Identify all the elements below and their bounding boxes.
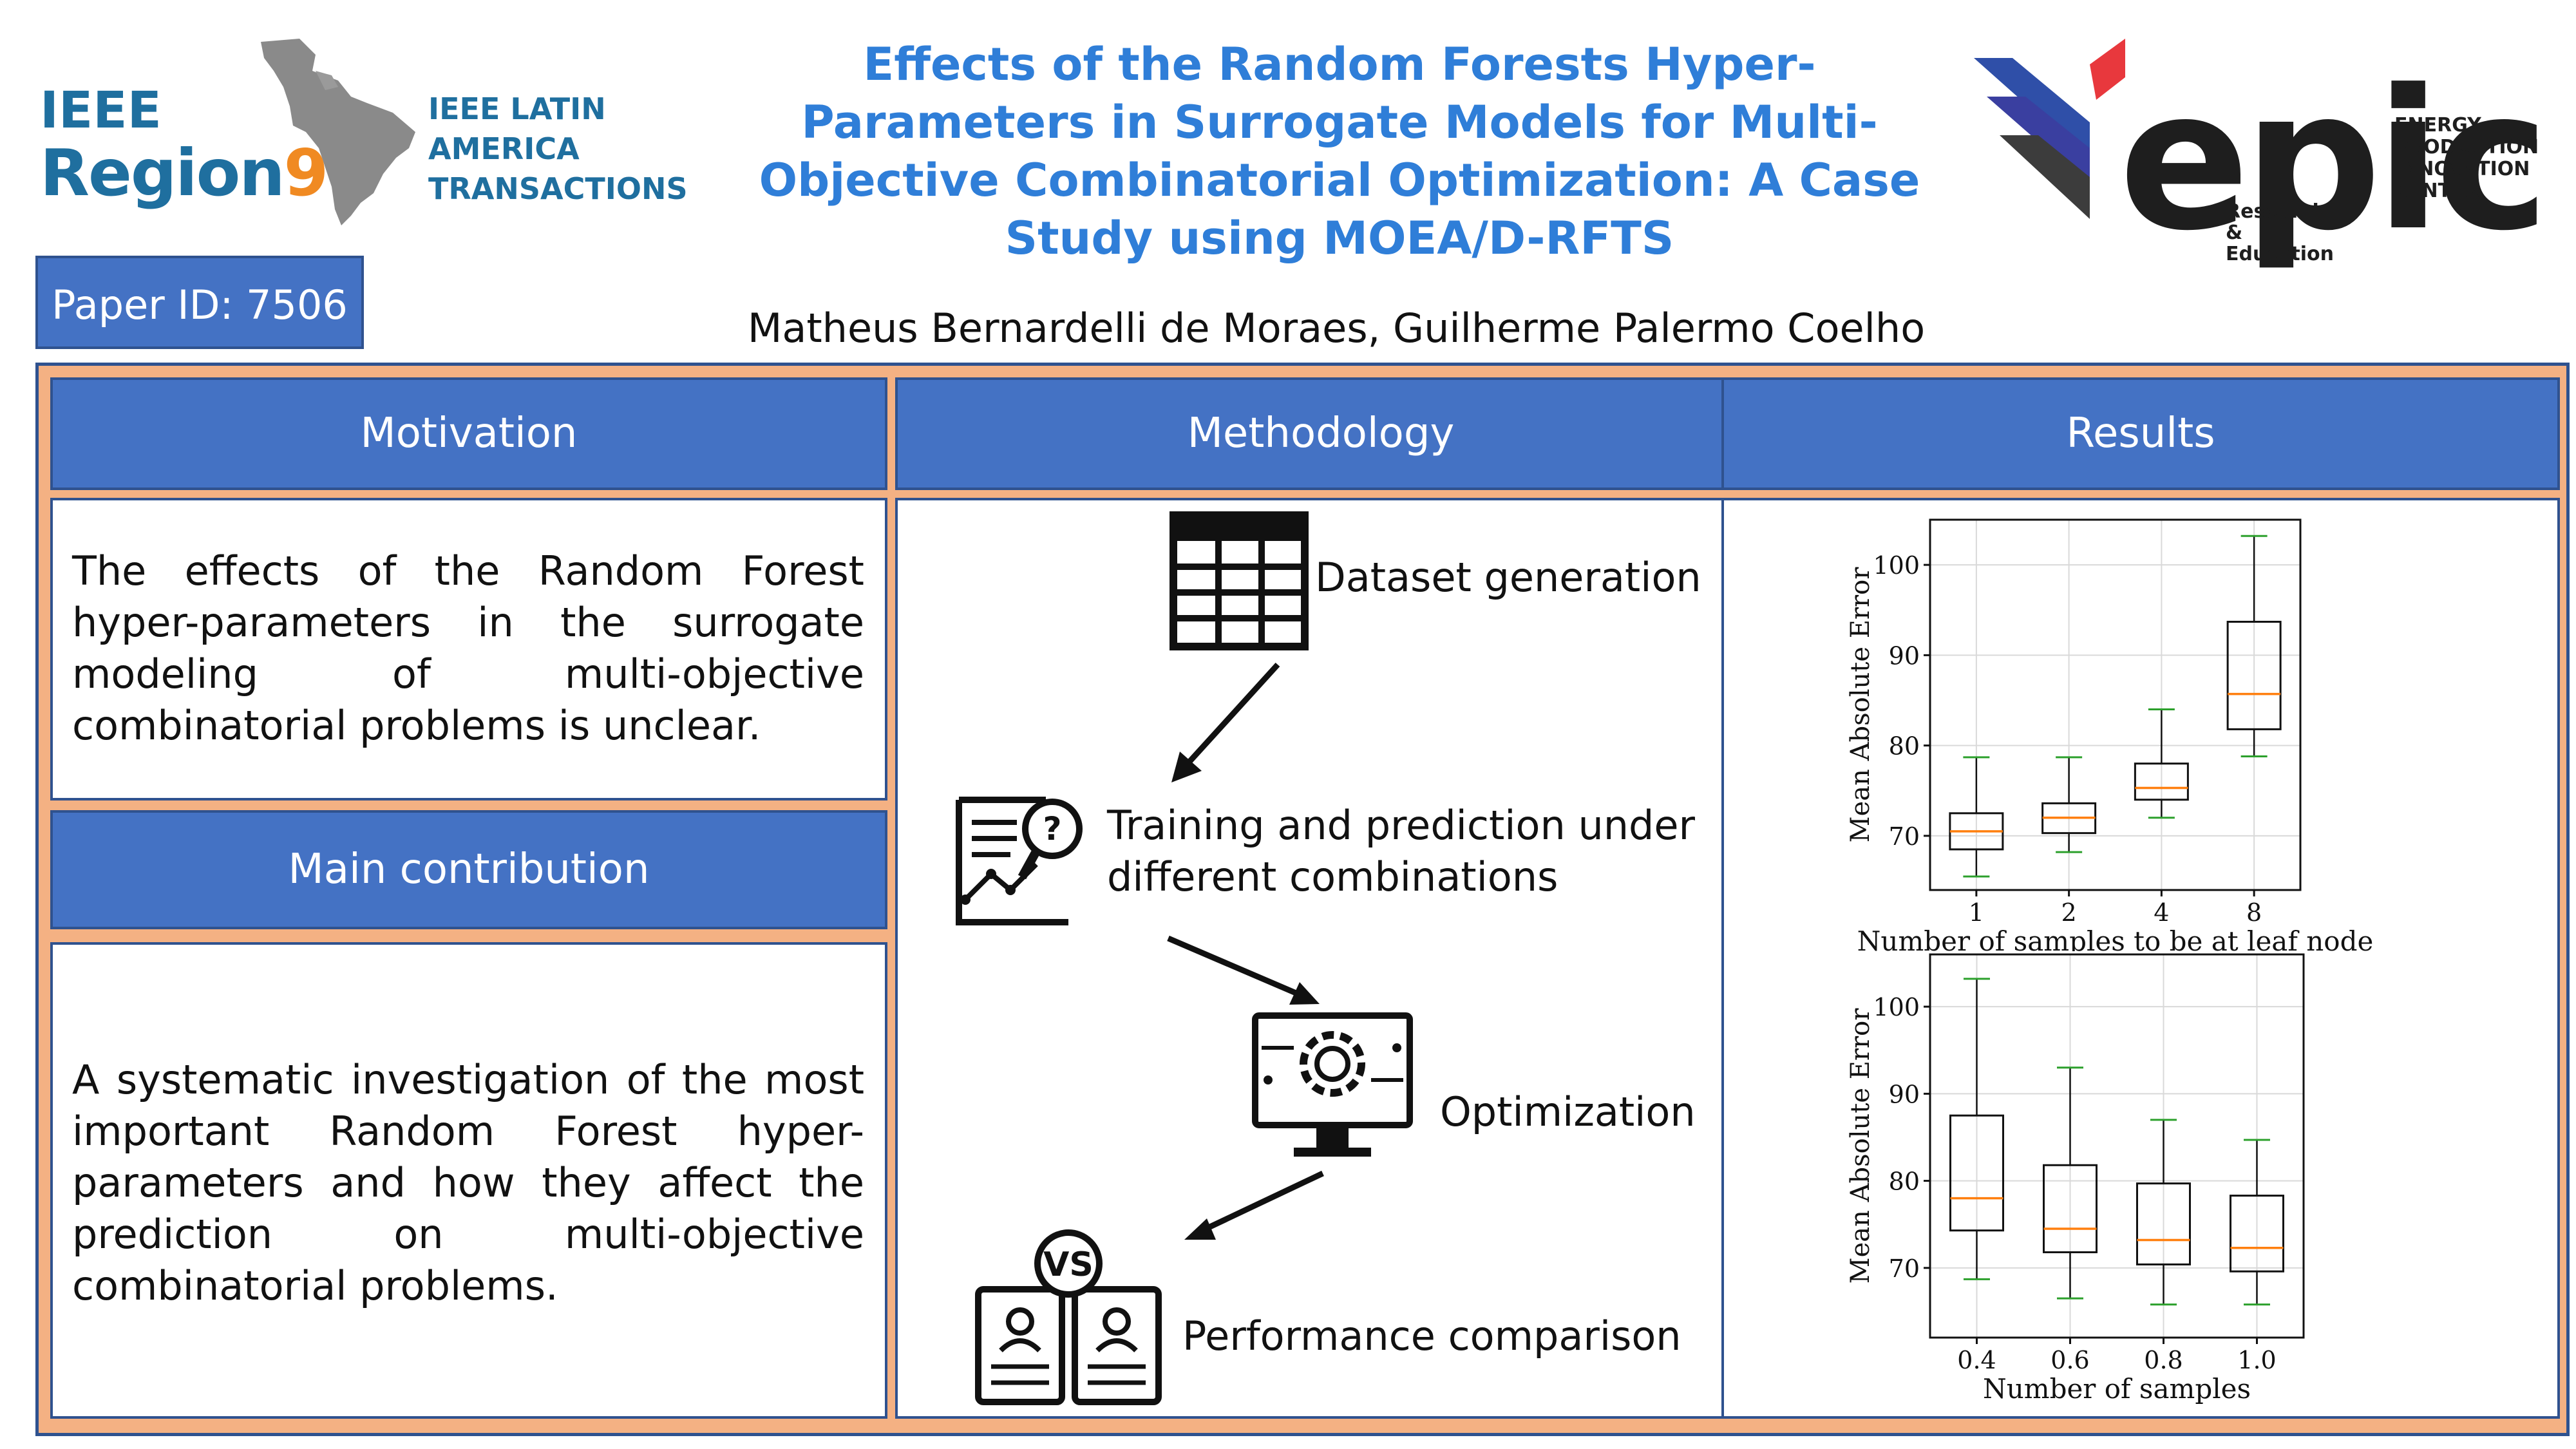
x-tick-label: 4: [2154, 898, 2169, 927]
contribution-text: A systematic investigation of the most i…: [72, 1056, 864, 1309]
y-tick-label: 80: [1889, 1168, 1920, 1196]
box-iqr: [2230, 1195, 2284, 1273]
contribution-header: Main contribution: [50, 810, 887, 929]
y-tick-label: 70: [1889, 1255, 1920, 1283]
y-tick-label: 80: [1889, 732, 1920, 761]
x-tick-label: 1: [1969, 898, 1984, 927]
methodology-panel: Dataset generation ? Training and predic…: [895, 498, 1747, 1419]
y-tick-label: 90: [1889, 1080, 1920, 1108]
table-icon: [1170, 511, 1309, 650]
x-tick-label: 1.0: [2237, 1346, 2276, 1374]
step-training-prediction: Training and prediction under different …: [1107, 802, 1696, 900]
step-performance-comparison: Performance comparison: [1182, 1312, 1681, 1359]
step-optimization: Optimization: [1440, 1088, 1696, 1135]
results-header: Results: [1721, 377, 2560, 490]
poster-title: Effects of the Random Forests Hyper-Para…: [759, 38, 1920, 265]
plot-frame: [1929, 953, 2305, 1339]
epic-full-name: ENERGY PRODUCTION INNOVATION CENTER: [2394, 114, 2539, 202]
box-iqr: [2134, 762, 2189, 801]
step-dataset-generation: Dataset generation: [1315, 554, 1701, 601]
versus-documents-icon: VS: [975, 1229, 1162, 1405]
x-tick-label: 0.4: [1957, 1346, 1996, 1374]
motivation-text: The effects of the Random Forest hyper-p…: [72, 547, 864, 749]
arrow-icon: [1167, 935, 1320, 1005]
x-tick-label: 0.8: [2144, 1346, 2183, 1374]
box-iqr: [1949, 1114, 2004, 1232]
author-list: Matheus Bernardelli de Moraes, Guilherme…: [747, 305, 1926, 352]
poster-body: Motivation Methodology Results The effec…: [35, 363, 2570, 1436]
y-axis-label: Mean Absolute Error: [1846, 567, 1875, 843]
y-axis-label: Mean Absolute Error: [1846, 1008, 1875, 1284]
results-panel: 70 80 90 100 Mean Absolute Error 1 2 4 8 Number o…: [1721, 498, 2560, 1419]
ieee-logo-text: IEEE: [40, 82, 162, 140]
motivation-panel: The effects of the Random Forest hyper-p…: [50, 498, 887, 800]
epic-subtitle: Research & Education: [2226, 200, 2334, 265]
journal-name: IEEE LATIN AMERICA TRANSACTIONS: [428, 91, 688, 206]
box-iqr: [2043, 1164, 2098, 1253]
y-tick-label: 90: [1889, 641, 1920, 670]
gear-monitor-icon: [1252, 1012, 1413, 1157]
x-axis-label: Number of samples to be at leaf node: [1857, 925, 2374, 951]
svg-text:?: ?: [1043, 810, 1061, 848]
region-number: 9: [283, 135, 329, 211]
y-tick-label: 70: [1889, 822, 1920, 851]
plot-frame: [1929, 518, 2302, 891]
methodology-header: Methodology: [895, 377, 1747, 490]
svg-text:VS: VS: [1043, 1245, 1094, 1284]
arrow-icon: [1184, 1170, 1324, 1240]
latin-america-map-icon: [261, 39, 415, 225]
epic-logo-text: epic: [2119, 48, 2550, 273]
y-tick-label: 100: [1873, 551, 1920, 580]
y-tick-label: 100: [1873, 993, 1920, 1021]
x-tick-label: 2: [2061, 898, 2077, 927]
report-analysis-icon: ?: [956, 797, 1083, 925]
epic-chevron-icon: [1974, 39, 2125, 219]
paper-id-badge: Paper ID: 7506: [35, 256, 364, 349]
contribution-panel: A systematic investigation of the most i…: [50, 942, 887, 1419]
region-logo-text: Region9: [40, 135, 329, 211]
arrow-icon: [1171, 662, 1280, 782]
x-tick-label: 0.6: [2050, 1346, 2089, 1374]
x-axis-label: Number of samples: [1983, 1373, 2251, 1405]
box-iqr: [2226, 620, 2282, 730]
x-tick-label: 8: [2246, 898, 2262, 927]
box-iqr: [2136, 1182, 2191, 1265]
motivation-header: Motivation: [50, 377, 887, 490]
